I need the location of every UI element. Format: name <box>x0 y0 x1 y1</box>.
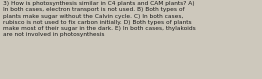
Text: 3) How is photosynthesis similar in C4 plants and CAM plants? A)
In both cases, : 3) How is photosynthesis similar in C4 p… <box>3 1 196 37</box>
